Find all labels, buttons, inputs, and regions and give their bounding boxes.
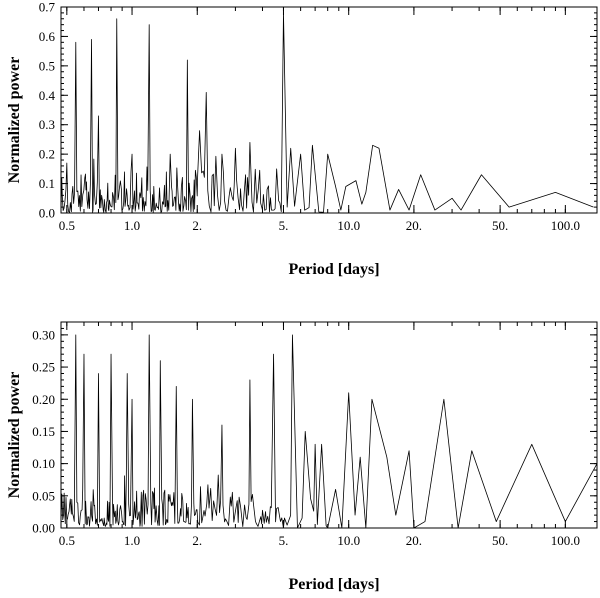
- periodogram-curve: [61, 12, 594, 213]
- x-tick-label: 0.5: [59, 533, 75, 548]
- y-axis-label: Normalized power: [6, 57, 23, 184]
- x-tick-label: 1.0: [124, 218, 140, 233]
- bottom-panel: 0.00 0.05 0.10 0.15 0.20 0.25 0.30 0.5 1.0 2. 5. 10…: [6, 321, 598, 593]
- y-tick-label: 0.1: [39, 176, 55, 191]
- y-axis-label: Normalized power: [6, 372, 23, 499]
- x-tick-label: 20.: [406, 533, 422, 548]
- y-tick-label: 0.05: [32, 488, 55, 503]
- x-tick-label: 50.: [492, 533, 508, 548]
- y-tick-label: 0.7: [39, 0, 56, 15]
- x-tick-label: 5.: [279, 533, 289, 548]
- y-tick-label: 0.5: [39, 58, 55, 73]
- x-tick-label: 0.5: [59, 218, 75, 233]
- y-tick-label: 0.00: [32, 521, 55, 536]
- x-axis-label: Period [days]: [288, 576, 379, 593]
- x-tick-label: 2.: [192, 533, 202, 548]
- x-tick-label: 10.0: [337, 218, 360, 233]
- plot-frame: [60, 6, 598, 214]
- y-tick-label: 0.15: [32, 424, 55, 439]
- x-axis-label: Period [days]: [288, 261, 379, 278]
- x-tick-label: 5.: [279, 218, 289, 233]
- y-tick-label: 0.10: [32, 456, 55, 471]
- x-tick-label: 50.: [492, 218, 508, 233]
- y-tick-label: 0.25: [32, 360, 55, 375]
- x-tick-label: 10.0: [337, 533, 360, 548]
- y-tick-label: 0.3: [39, 117, 55, 132]
- top-panel: 0.0 0.1 0.2 0.3 0.4 0.5 0.6 0.7 0.5 1.0 2. 5. 10.0 20…: [6, 0, 598, 278]
- y-tick-label: 0.30: [32, 327, 55, 342]
- y-tick-label: 0.0: [39, 206, 55, 221]
- y-tick-label: 0.4: [39, 88, 56, 103]
- y-tick-label: 0.2: [39, 147, 55, 162]
- x-tick-label: 1.0: [124, 533, 140, 548]
- periodogram-curve: [61, 334, 597, 528]
- y-tick-label: 0.20: [32, 392, 55, 407]
- x-tick-label: 100.0: [551, 218, 580, 233]
- x-tick-label: 100.0: [551, 533, 580, 548]
- y-tick-label: 0.6: [39, 29, 56, 44]
- x-tick-label: 2.: [192, 218, 202, 233]
- x-tick-label: 20.: [406, 218, 422, 233]
